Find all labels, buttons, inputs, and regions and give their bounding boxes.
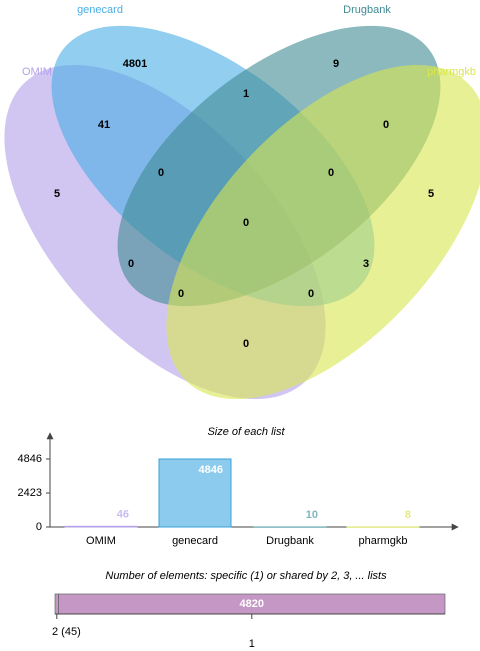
bar	[253, 526, 327, 528]
x-tick-label: Drugbank	[266, 535, 314, 547]
x-tick-label: OMIM	[86, 535, 116, 547]
value-label: 4846	[199, 464, 223, 476]
bar	[158, 458, 232, 528]
bar	[346, 526, 420, 528]
region-count: 0	[158, 167, 164, 179]
value-label: 10	[306, 509, 318, 521]
region-count: 0	[178, 288, 184, 300]
region-count: 9	[333, 58, 339, 70]
region-count: 0	[128, 258, 134, 270]
segment-label: 2 (45)	[52, 626, 81, 638]
region-count: 0	[243, 338, 249, 350]
set-label: pharmgkb	[427, 66, 476, 78]
stack-title: Number of elements: specific (1) or shar…	[105, 570, 387, 582]
y-tick-label: 2423	[18, 487, 42, 499]
bar	[64, 525, 138, 528]
set-label: OMIM	[22, 66, 52, 78]
x-tick-label: genecard	[172, 535, 218, 547]
region-count: 4801	[123, 58, 147, 70]
region-count: 1	[243, 88, 249, 100]
region-count: 3	[363, 258, 369, 270]
region-count: 0	[243, 217, 249, 229]
value-label: 4820	[240, 598, 264, 610]
set-label: genecard	[77, 4, 123, 16]
region-count: 0	[328, 167, 334, 179]
region-count: 5	[54, 188, 60, 200]
x-tick-label: pharmgkb	[359, 535, 408, 547]
bar-title: Size of each list	[207, 426, 285, 438]
segment-label: 1	[249, 638, 255, 650]
value-label: 46	[117, 508, 129, 520]
y-tick-label: 4846	[18, 453, 42, 465]
segment	[54, 593, 59, 615]
value-label: 8	[405, 509, 411, 521]
venn-set	[166, 64, 480, 400]
region-count: 5	[428, 188, 434, 200]
region-count: 41	[98, 119, 110, 131]
region-count: 0	[308, 288, 314, 300]
region-count: 0	[383, 119, 389, 131]
y-tick-label: 0	[36, 521, 42, 533]
set-label: Drugbank	[343, 4, 391, 16]
